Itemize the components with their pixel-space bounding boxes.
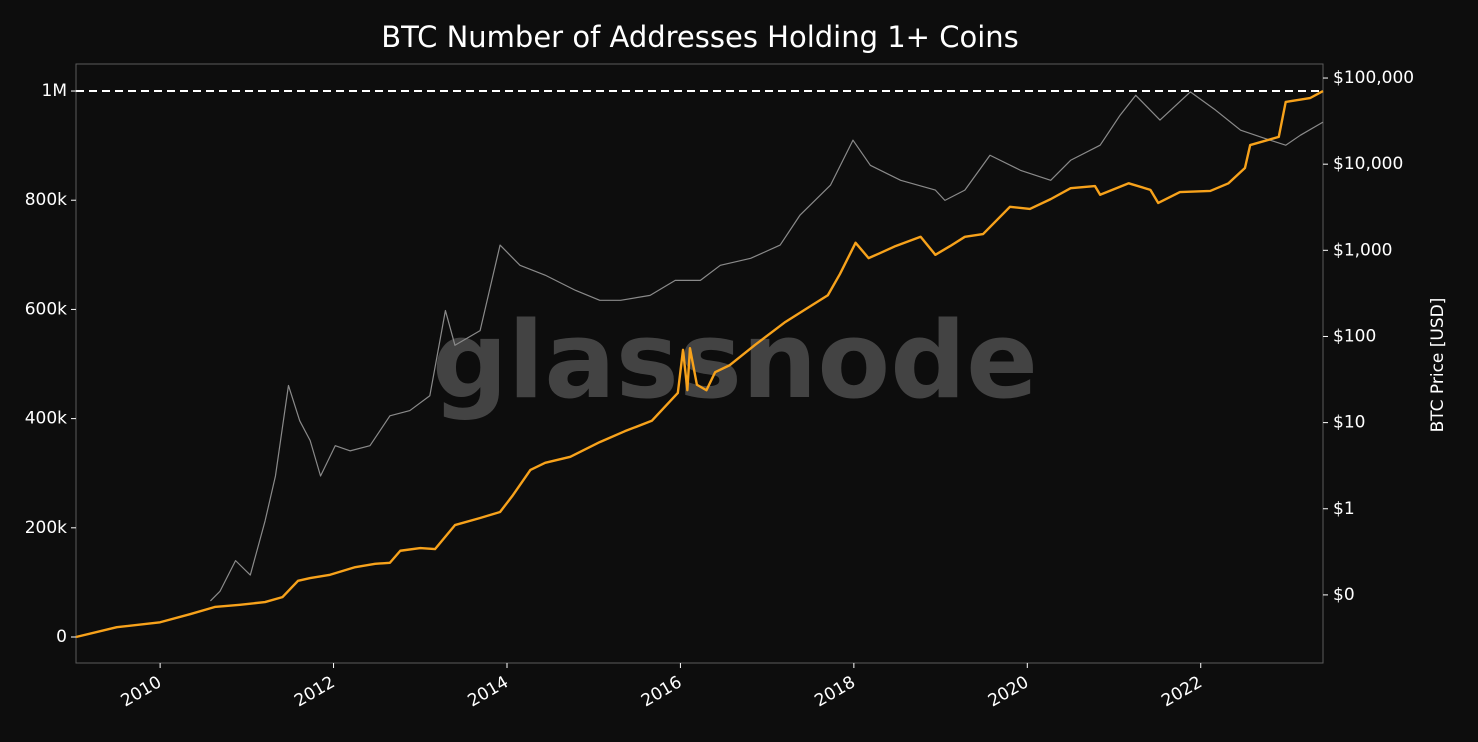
plot-area: [75, 63, 1324, 664]
y-tick-label: 800k: [25, 190, 67, 210]
y-tick-label: 1M: [42, 81, 67, 101]
y2-tick-label: $1,000: [1333, 240, 1392, 260]
y-tick-label: 0: [56, 627, 67, 647]
x-tick-label: 2012: [291, 672, 338, 711]
y2-tick-label: $100: [1333, 326, 1376, 346]
y-tick-label: 200k: [25, 518, 67, 538]
y-tick-label: 600k: [25, 299, 67, 319]
y2-tick-label: $10,000: [1333, 154, 1403, 174]
y2-tick-label: $10: [1333, 413, 1365, 433]
x-tick-label: 2014: [465, 672, 512, 711]
x-tick-label: 2022: [1158, 672, 1205, 711]
price-line: [209, 91, 1324, 602]
x-tick-label: 2018: [811, 672, 858, 711]
y2-tick-label: $1: [1333, 499, 1355, 519]
y2-tick-label: $100,000: [1333, 68, 1414, 88]
addresses-line: [75, 89, 1324, 639]
x-tick-label: 2020: [985, 672, 1032, 711]
x-tick-label: 2016: [638, 672, 685, 711]
y-tick-label: 400k: [25, 409, 67, 429]
x-tick-label: 2010: [118, 672, 165, 711]
chart-title: BTC Number of Addresses Holding 1+ Coins: [381, 20, 1019, 54]
y2-tick-label: $0: [1333, 585, 1355, 605]
y2-axis-label: BTC Price [USD]: [1428, 298, 1448, 433]
